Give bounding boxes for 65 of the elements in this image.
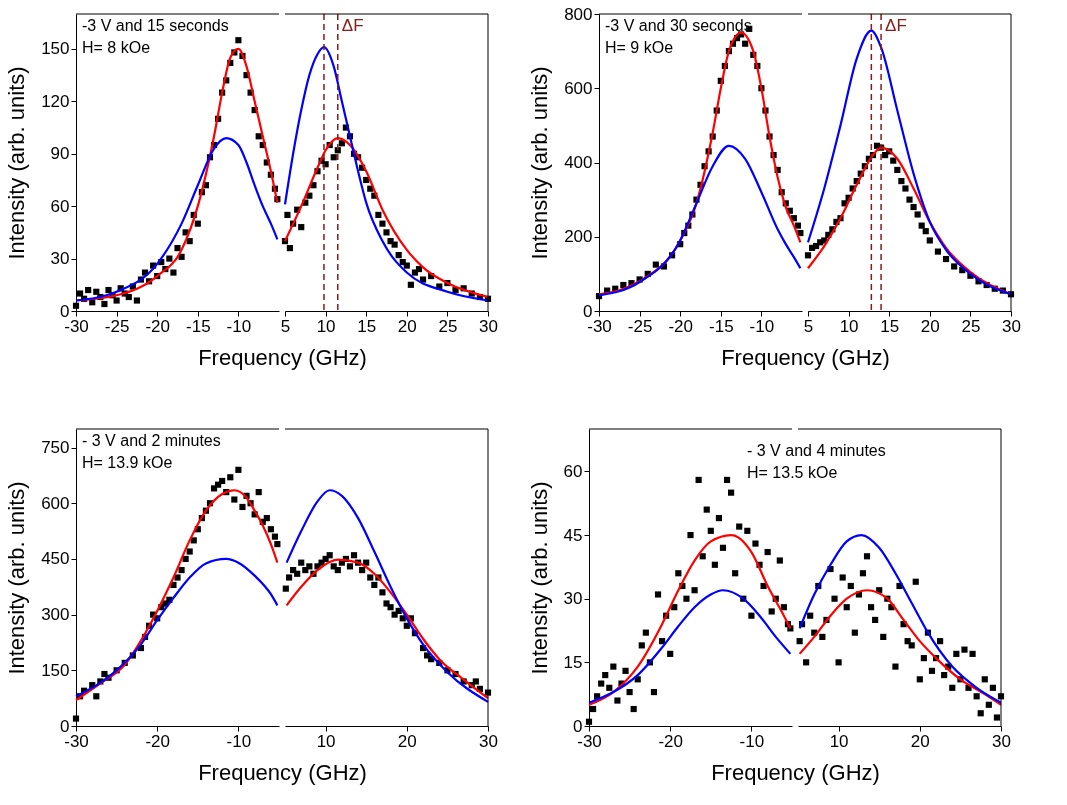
x-tick-label: 30 — [1002, 316, 1021, 336]
x-tick-label: 25 — [438, 316, 458, 336]
annotation: -3 V and 15 seconds — [82, 17, 229, 34]
y-tick-label: 30 — [563, 589, 583, 609]
ref-line-label: ΔF — [341, 16, 364, 35]
x-tick-label: -20 — [668, 316, 693, 336]
x-tick-label: 20 — [910, 731, 930, 751]
y-tick-label: 60 — [563, 461, 583, 481]
ref-line-label: ΔF — [885, 16, 907, 35]
x-tick-label: 10 — [839, 316, 859, 336]
x-tick-label: 20 — [397, 316, 417, 336]
y-tick-label: 600 — [41, 493, 70, 513]
y-axis-title: Intensity (arb. units) — [4, 481, 30, 675]
y-tick-label: 90 — [50, 144, 70, 164]
x-tick-label: -10 — [749, 316, 775, 336]
x-tick-label: 20 — [920, 316, 940, 336]
x-tick-label: 15 — [880, 316, 900, 336]
annotation: - 3 V and 2 minutes — [82, 432, 221, 449]
annotation: H= 13.5 kOe — [747, 464, 838, 481]
x-tick-label: 10 — [829, 731, 849, 751]
x-axis-title: Frequency (GHz) — [198, 344, 367, 370]
annotation: H= 13.9 kOe — [82, 454, 173, 471]
x-axis-title: Frequency (GHz) — [198, 759, 367, 785]
y-tick-label: 150 — [41, 39, 70, 59]
x-tick-label: 30 — [992, 731, 1011, 751]
y-tick-label: 400 — [564, 153, 593, 172]
x-tick-label: 5 — [803, 316, 814, 336]
x-tick-label: -15 — [709, 316, 734, 336]
y-tick-label: 300 — [41, 605, 70, 625]
x-tick-label: 30 — [479, 316, 498, 336]
y-tick-label: 15 — [563, 652, 583, 672]
y-tick-label: 450 — [41, 549, 70, 569]
x-tick-label: -15 — [186, 316, 211, 336]
x-tick-label: 10 — [316, 731, 336, 751]
y-tick-label: 600 — [564, 78, 593, 98]
x-axis-title: Frequency (GHz) — [721, 344, 890, 370]
x-tick-label: -10 — [226, 316, 252, 336]
x-axis-title: Frequency (GHz) — [711, 759, 880, 785]
y-tick-label: 45 — [563, 525, 583, 545]
x-tick-label: 10 — [316, 316, 336, 336]
y-tick-label: 60 — [50, 196, 70, 216]
x-tick-label: 5 — [280, 316, 291, 336]
y-axis-title: Intensity (arb. units) — [4, 66, 30, 260]
annotation: H= 9 kOe — [605, 39, 674, 56]
x-tick-label: -20 — [145, 316, 170, 336]
y-tick-label: 30 — [50, 249, 70, 269]
annotation: H= 8 kOe — [82, 39, 151, 56]
x-tick-label: -10 — [739, 731, 765, 751]
y-tick-label: 120 — [41, 91, 70, 111]
x-tick-label: -20 — [145, 731, 170, 751]
annotation: - 3 V and 4 minutes — [747, 442, 886, 459]
x-tick-label: 30 — [479, 731, 498, 751]
x-tick-label: 15 — [357, 316, 377, 336]
x-tick-label: -10 — [226, 731, 252, 751]
x-tick-label: 25 — [961, 316, 981, 336]
y-tick-label: 150 — [41, 660, 70, 680]
x-tick-label: -25 — [627, 316, 653, 336]
x-tick-label: -20 — [658, 731, 683, 751]
x-tick-label: -25 — [104, 316, 130, 336]
y-axis-title: Intensity (arb. units) — [526, 481, 552, 675]
y-tick-label: 200 — [564, 227, 593, 247]
y-tick-label: 800 — [564, 4, 593, 24]
y-tick-label: 750 — [41, 438, 70, 458]
y-axis-title: Intensity (arb. units) — [527, 66, 553, 260]
x-tick-label: 20 — [397, 731, 417, 751]
